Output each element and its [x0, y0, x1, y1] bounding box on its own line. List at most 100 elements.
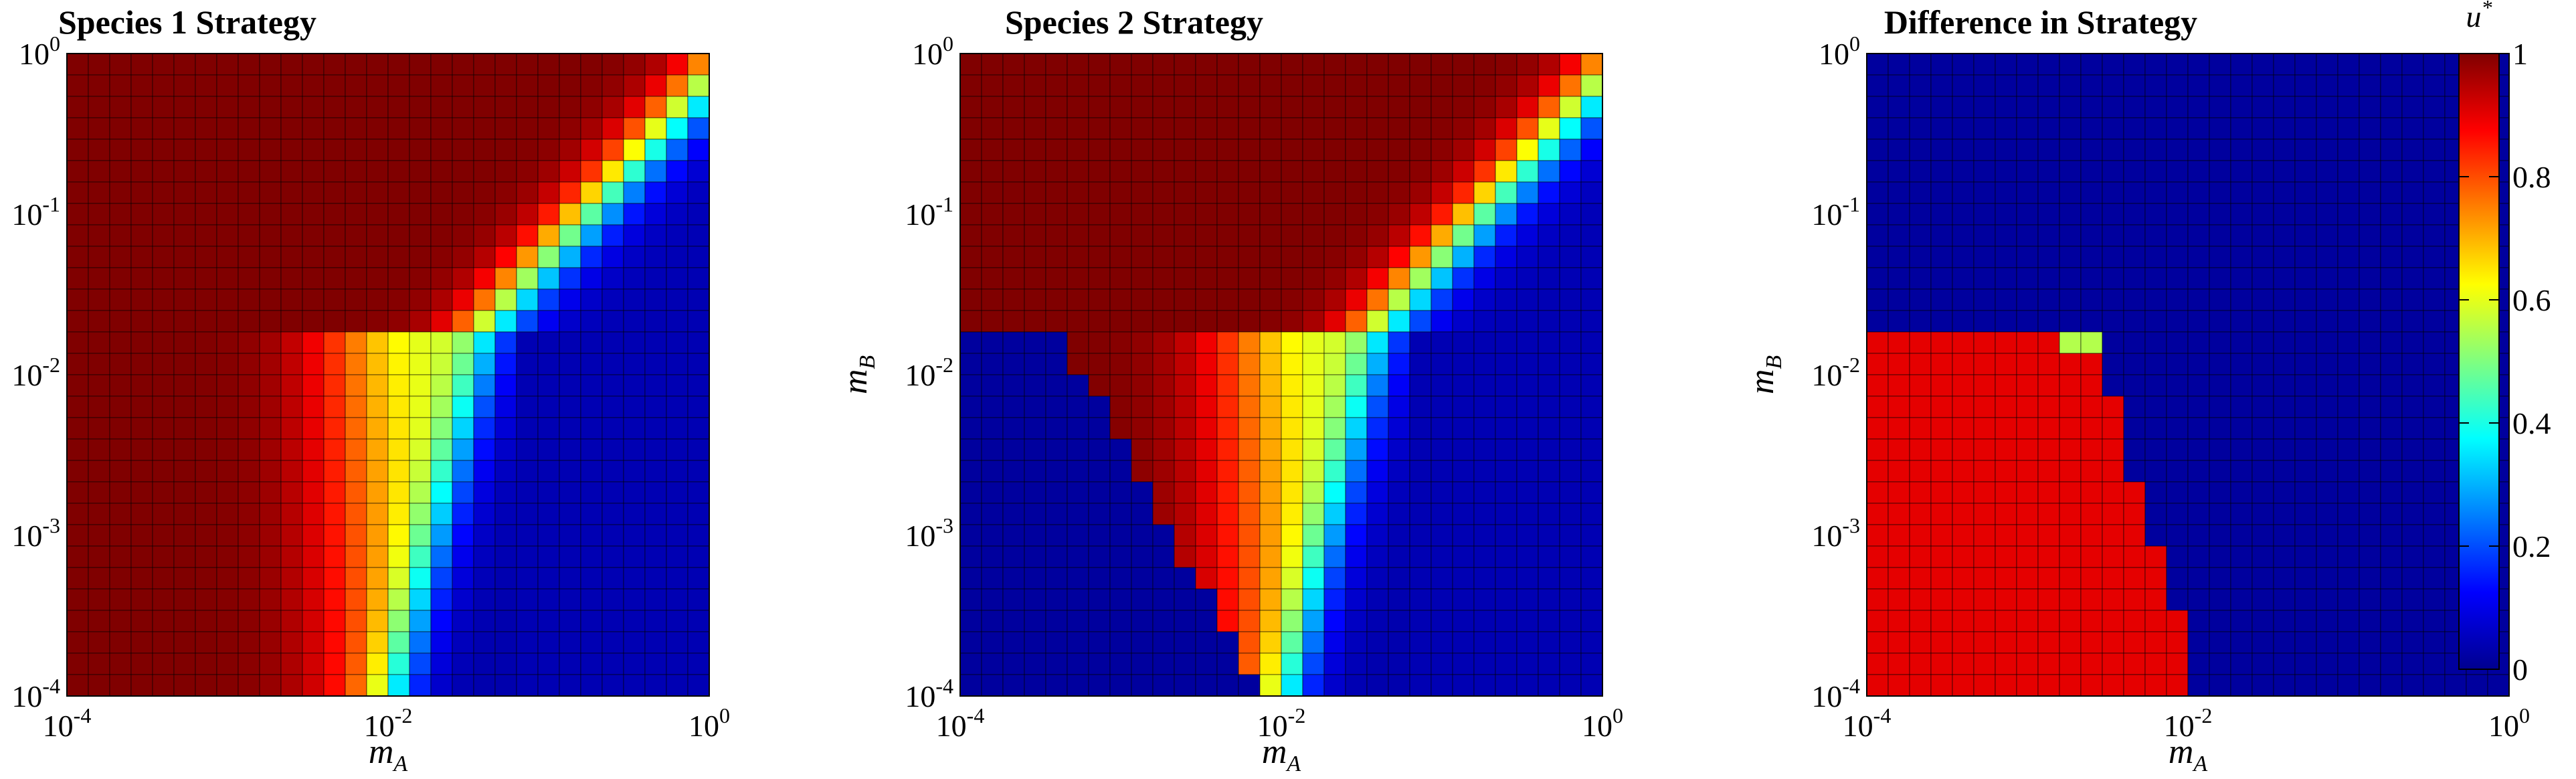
heatmap-cell: [173, 203, 196, 226]
heatmap-cell: [1366, 653, 1389, 675]
heatmap-cell: [494, 288, 517, 311]
heatmap-cell: [1302, 503, 1325, 525]
heatmap-cell: [280, 310, 303, 333]
heatmap-cell: [409, 503, 432, 525]
heatmap-cell: [473, 246, 496, 268]
heatmap-cell: [280, 396, 303, 418]
heatmap-cell: [1888, 374, 1910, 397]
heatmap-cell: [2359, 674, 2381, 697]
heatmap-cell: [1045, 181, 1068, 204]
heatmap-cell: [2273, 160, 2296, 183]
heatmap-cell: [1238, 246, 1261, 268]
heatmap-cell: [387, 181, 410, 204]
heatmap-cell: [66, 74, 89, 97]
heatmap-cell: [666, 181, 688, 204]
heatmap-cell: [1409, 139, 1432, 161]
heatmap-cell: [2209, 374, 2231, 397]
heatmap-cell: [1002, 160, 1025, 183]
heatmap-cell: [452, 181, 474, 204]
heatmap-cell: [2423, 246, 2446, 268]
heatmap-cell: [2016, 224, 2039, 247]
heatmap-cell: [430, 653, 453, 675]
heatmap-cell: [1238, 117, 1261, 140]
heatmap-cell: [1195, 545, 1218, 568]
heatmap-cell: [238, 181, 260, 204]
heatmap-cell: [1409, 374, 1432, 397]
heatmap-cell: [2423, 503, 2446, 525]
heatmap-cell: [2337, 653, 2360, 675]
heatmap-cell: [130, 545, 153, 568]
heatmap-cell: [559, 96, 581, 118]
heatmap-cell: [345, 139, 367, 161]
heatmap-cell: [1174, 631, 1196, 654]
heatmap-cell: [452, 653, 474, 675]
heatmap-cell: [580, 181, 603, 204]
heatmap-cell: [1995, 331, 2017, 354]
heatmap-cell: [2251, 567, 2274, 590]
heatmap-cell: [1388, 53, 1410, 76]
heatmap-cell: [1045, 160, 1068, 183]
heatmap-cell: [1952, 353, 1974, 375]
colorbar-ticks: 10.80.60.40.20: [2459, 37, 2551, 687]
heatmap-cell: [430, 524, 453, 547]
heatmap-cell: [1216, 203, 1239, 226]
heatmap-cell: [2273, 288, 2296, 311]
heatmap-cell: [302, 460, 325, 483]
heatmap-cell: [130, 374, 153, 397]
heatmap-cell: [2251, 139, 2274, 161]
x-tick-label: 100: [688, 703, 730, 743]
heatmap-cell: [2316, 610, 2338, 632]
heatmap-cell: [2423, 53, 2446, 76]
heatmap-cell: [216, 117, 239, 140]
heatmap-cell: [1388, 181, 1410, 204]
heatmap-cell: [387, 53, 410, 76]
heatmap-cell: [1281, 481, 1303, 504]
y-tick-label: 10-2: [905, 353, 953, 392]
heatmap-cell: [216, 331, 239, 354]
heatmap-cell: [1109, 224, 1132, 247]
heatmap-cell: [1559, 588, 1582, 611]
heatmap-cell: [109, 288, 132, 311]
heatmap-cell: [559, 288, 581, 311]
heatmap-cell: [2423, 203, 2446, 226]
plot-frame: [66, 53, 710, 697]
heatmap-cell: [2144, 674, 2167, 697]
heatmap-cell: [1431, 203, 1453, 226]
heatmap-cell: [2294, 588, 2317, 611]
heatmap-cell: [1024, 674, 1046, 697]
heatmap-cell: [2123, 117, 2146, 140]
heatmap-cell: [2037, 674, 2060, 697]
heatmap-cell: [1952, 331, 1974, 354]
heatmap-cell: [2144, 545, 2167, 568]
heatmap-cell: [1388, 588, 1410, 611]
heatmap-cell: [2380, 246, 2403, 268]
heatmap-cell: [1580, 567, 1603, 590]
heatmap-cell: [216, 503, 239, 525]
heatmap-cell: [1538, 374, 1560, 397]
heatmap-cell: [109, 96, 132, 118]
heatmap-cell: [1930, 139, 1953, 161]
heatmap-cell: [1002, 481, 1025, 504]
heatmap-cell: [1323, 96, 1346, 118]
heatmap-cell: [959, 310, 982, 333]
heatmap-cell: [109, 53, 132, 76]
heatmap-cell: [516, 331, 539, 354]
heatmap-cell: [409, 53, 432, 76]
heatmap-cell: [494, 117, 517, 140]
heatmap-cell: [516, 246, 539, 268]
heatmap-cell: [644, 224, 667, 247]
heatmap-cell: [1516, 674, 1539, 697]
heatmap-cell: [152, 374, 175, 397]
heatmap-cell: [1473, 503, 1496, 525]
heatmap-cell: [981, 524, 1004, 547]
heatmap-cell: [2080, 353, 2103, 375]
heatmap-cell: [130, 524, 153, 547]
heatmap-cell: [1995, 417, 2017, 440]
heatmap-cell: [602, 588, 624, 611]
heatmap-cell: [2359, 481, 2381, 504]
heatmap-cell: [1866, 224, 1889, 247]
heatmap-cell: [1174, 460, 1196, 483]
heatmap-cell: [195, 460, 217, 483]
heatmap-cell: [2230, 631, 2253, 654]
heatmap-cell: [2144, 160, 2167, 183]
